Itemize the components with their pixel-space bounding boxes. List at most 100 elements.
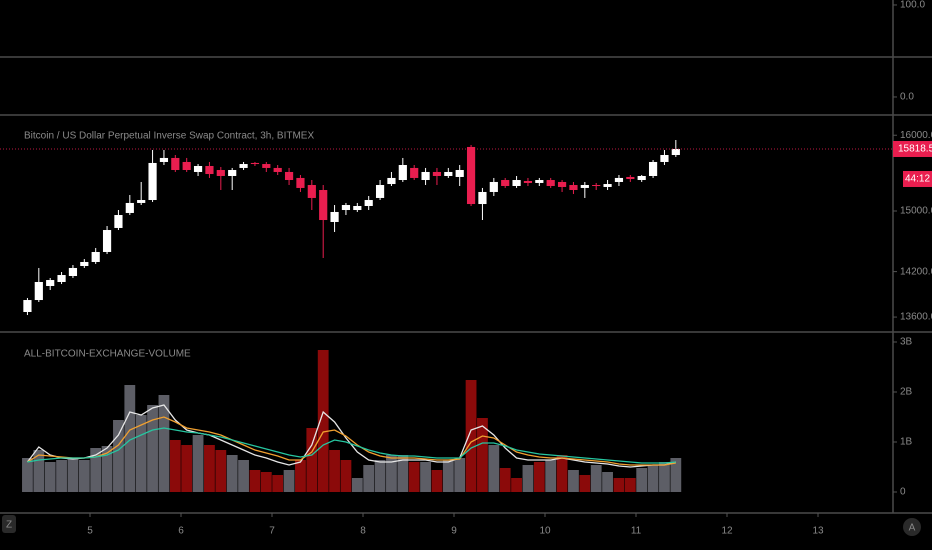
candle-body — [375, 185, 385, 198]
volume-bar — [408, 462, 420, 492]
x-tick-label: 6 — [178, 526, 184, 537]
volume-bar — [613, 478, 625, 492]
chart-title: Bitcoin / US Dollar Perpetual Inverse Sw… — [24, 131, 314, 142]
volume-bar — [135, 415, 147, 492]
candle-body — [102, 230, 112, 252]
candle-body — [580, 185, 589, 188]
candle-body — [68, 267, 78, 277]
zoom-button[interactable] — [2, 515, 16, 533]
volume-bar — [431, 470, 443, 492]
y-tick-label: 13600.0 — [900, 312, 932, 323]
y-tick-label: 15000.0 — [900, 206, 932, 217]
candle-body — [637, 175, 646, 181]
candle-body — [330, 211, 339, 222]
volume-bar — [442, 460, 454, 492]
volume-bar — [602, 472, 613, 492]
candle-body — [603, 184, 612, 187]
volume-bar — [272, 475, 284, 492]
volume-bar — [454, 458, 466, 492]
candle-body — [216, 170, 225, 176]
candle-body — [341, 205, 351, 211]
candle-body — [671, 148, 680, 156]
volume-bar — [590, 465, 602, 492]
candle-body — [432, 171, 442, 176]
candle-body — [296, 177, 305, 188]
y-tick-label: 16000.0 — [900, 130, 932, 141]
volume-bar — [295, 460, 306, 492]
volume-bar — [238, 460, 249, 492]
volume-bar — [147, 405, 158, 492]
volume-bar — [192, 435, 204, 492]
candle-body — [489, 181, 498, 192]
volume-bar — [340, 460, 352, 492]
candle-body — [125, 202, 134, 213]
candle-body — [193, 165, 203, 172]
candle-body — [171, 157, 180, 171]
candle-body — [57, 275, 66, 282]
x-tick-label: 5 — [87, 526, 93, 537]
volume-bar — [181, 445, 193, 492]
volume-title: ALL-BITCOIN-EXCHANGE-VOLUME — [24, 349, 191, 360]
volume-bar — [67, 458, 79, 492]
volume-bar — [33, 450, 45, 492]
candle-body — [523, 180, 533, 183]
volume-bar — [488, 445, 500, 492]
volume-bar — [636, 468, 648, 492]
volume-bar — [420, 462, 431, 492]
candle-body — [501, 180, 510, 186]
volume-bar — [169, 440, 181, 492]
volume-bar — [386, 455, 397, 492]
volume-bar — [215, 450, 227, 492]
volume-bar — [113, 420, 124, 492]
y-tick-label: 0.0 — [900, 92, 914, 103]
volume-bar — [659, 462, 670, 492]
x-tick-label: 13 — [812, 526, 824, 537]
volume-bar — [556, 455, 568, 492]
volume-bar — [465, 380, 477, 492]
candle-body — [569, 185, 578, 191]
x-tick-label: 11 — [631, 526, 642, 537]
volume-bar — [363, 465, 375, 492]
volume-bar — [249, 470, 261, 492]
candle-body — [478, 191, 487, 205]
volume-bar — [568, 470, 579, 492]
auto-button[interactable] — [903, 518, 921, 536]
candle-body — [228, 170, 237, 176]
x-tick-label: 8 — [360, 526, 366, 537]
volume-bar — [22, 458, 33, 492]
volume-bar — [533, 462, 545, 492]
zoom-button-label[interactable]: Z — [6, 520, 12, 531]
countdown-label: 44:12 — [905, 174, 930, 185]
volume-bar — [647, 465, 659, 492]
candle-body — [387, 177, 396, 185]
volume-bar — [511, 478, 522, 492]
volume-bar — [306, 428, 318, 492]
y-tick-label: 3B — [900, 337, 913, 348]
y-tick-label: 1B — [900, 437, 913, 448]
candle-body — [23, 300, 32, 312]
volume-bar — [90, 448, 102, 492]
volume-bar — [522, 465, 534, 492]
candle-body — [262, 164, 271, 168]
x-tick-label: 10 — [539, 526, 551, 537]
y-tick-label: 100.0 — [900, 0, 925, 11]
candle-body — [455, 170, 464, 177]
candle-body — [34, 281, 43, 301]
candle-body — [648, 161, 658, 176]
x-tick-label: 9 — [451, 526, 457, 537]
candle-body — [46, 280, 55, 287]
y-tick-label: 14200.0 — [900, 266, 932, 277]
moving-average — [27, 427, 676, 464]
auto-button-label[interactable]: A — [909, 523, 916, 534]
candle-body — [319, 190, 328, 221]
volume-bar — [101, 446, 113, 492]
volume-bar — [545, 460, 557, 492]
candle-body — [114, 215, 123, 228]
volume-bar — [397, 455, 409, 492]
volume-bar — [499, 468, 511, 492]
volume-bar — [56, 460, 67, 492]
candle-body — [546, 180, 555, 186]
candle-body — [91, 251, 100, 262]
volume-bar — [283, 470, 295, 492]
